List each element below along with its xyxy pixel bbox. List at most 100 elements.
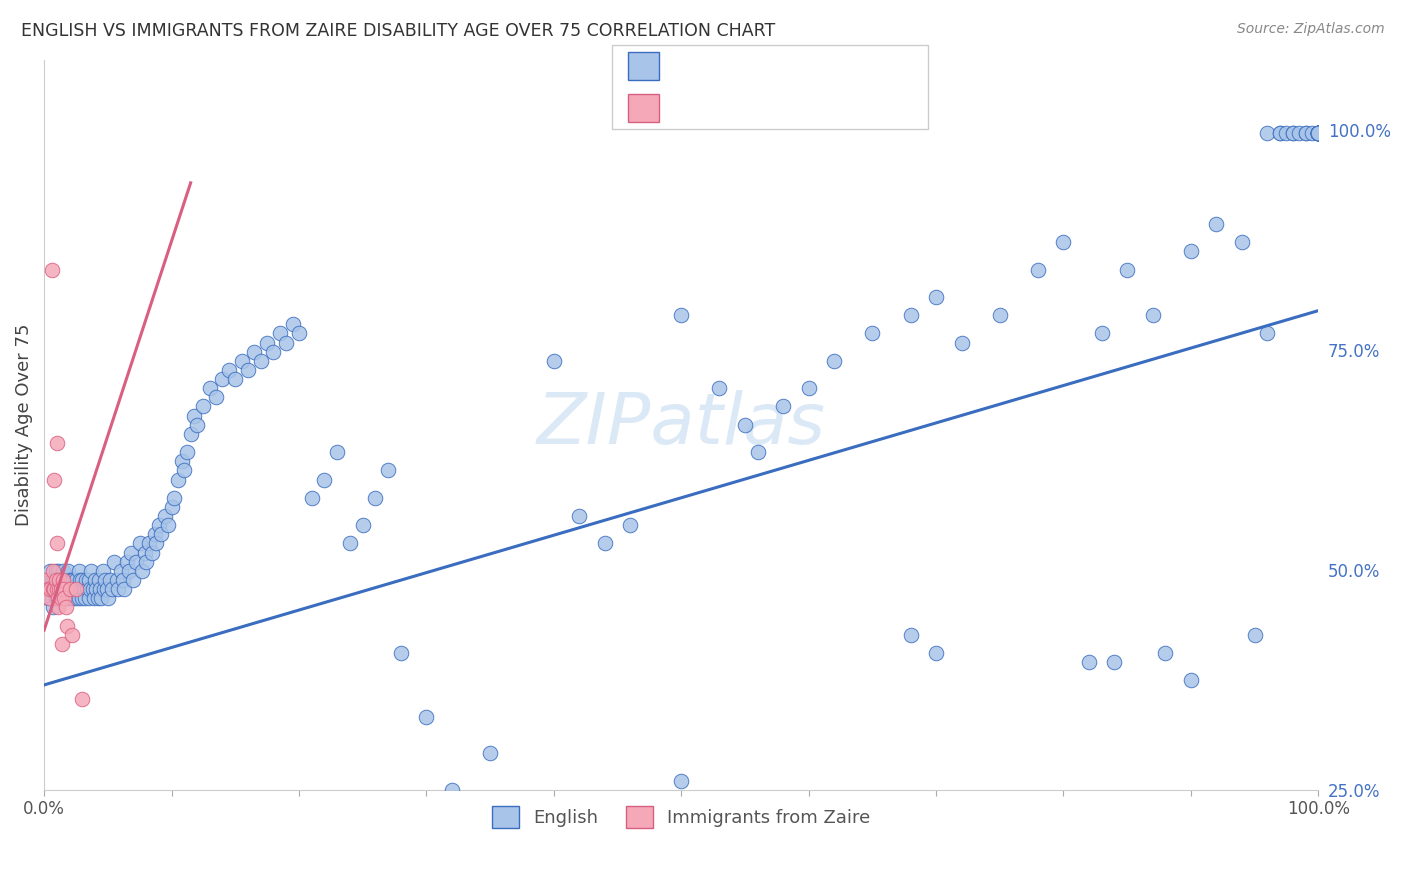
- Point: [49, 573, 72, 587]
- Point: [49, 582, 72, 596]
- Point: [186, 417, 208, 432]
- Point: [125, 555, 148, 569]
- Point: [1091, 326, 1114, 341]
- Point: [44, 573, 66, 587]
- Point: [49, 582, 72, 596]
- Point: [45, 582, 67, 596]
- Point: [100, 582, 122, 596]
- Point: [89, 582, 111, 596]
- Point: [62, 573, 84, 587]
- Point: [87, 573, 110, 587]
- Point: [42, 600, 65, 615]
- Point: [1243, 628, 1265, 642]
- Point: [65, 591, 87, 606]
- Point: [900, 628, 922, 642]
- Point: [1104, 655, 1126, 669]
- Point: [198, 381, 221, 395]
- Point: [112, 582, 135, 596]
- Point: [669, 773, 692, 788]
- Point: [45, 591, 67, 606]
- Point: [45, 573, 67, 587]
- Point: [218, 363, 240, 377]
- Point: [46, 600, 69, 615]
- Point: [823, 354, 845, 368]
- Point: [145, 536, 167, 550]
- Point: [860, 326, 883, 341]
- Point: [1308, 126, 1330, 140]
- Point: [224, 372, 246, 386]
- Point: [1256, 326, 1278, 341]
- Point: [69, 582, 91, 596]
- Point: [364, 491, 387, 505]
- Point: [314, 473, 336, 487]
- Point: [55, 591, 77, 606]
- Point: [281, 318, 304, 332]
- Point: [138, 536, 160, 550]
- Point: [53, 582, 76, 596]
- Point: [1288, 126, 1310, 140]
- Point: [339, 536, 361, 550]
- Point: [276, 335, 298, 350]
- Point: [65, 582, 87, 596]
- Point: [1308, 126, 1330, 140]
- Point: [86, 591, 108, 606]
- Point: [90, 591, 112, 606]
- Point: [45, 536, 67, 550]
- Point: [1308, 126, 1330, 140]
- Point: [72, 591, 94, 606]
- Point: [593, 536, 616, 550]
- Point: [55, 600, 77, 615]
- Point: [44, 582, 66, 596]
- Point: [39, 582, 62, 596]
- Point: [118, 564, 141, 578]
- Point: [1308, 126, 1330, 140]
- Point: [747, 445, 769, 459]
- Point: [37, 582, 59, 596]
- Point: [180, 426, 202, 441]
- Point: [42, 582, 65, 596]
- Point: [69, 573, 91, 587]
- Point: [170, 454, 193, 468]
- Point: [60, 628, 83, 642]
- Point: [112, 573, 135, 587]
- Point: [67, 591, 90, 606]
- Point: [53, 591, 76, 606]
- Point: [1230, 235, 1253, 250]
- Point: [1116, 262, 1139, 277]
- Point: [52, 564, 75, 578]
- Point: [48, 582, 70, 596]
- Point: [75, 573, 97, 587]
- Point: [44, 473, 66, 487]
- Point: [1281, 126, 1303, 140]
- Point: [1256, 126, 1278, 140]
- Point: [1077, 655, 1099, 669]
- Point: [1268, 126, 1291, 140]
- Point: [72, 573, 94, 587]
- Point: [243, 344, 266, 359]
- Point: [45, 591, 67, 606]
- Point: [76, 582, 98, 596]
- Point: [440, 783, 463, 797]
- Text: ZIPatlas: ZIPatlas: [537, 391, 825, 459]
- Point: [45, 582, 67, 596]
- Point: [1180, 673, 1202, 688]
- Point: [326, 445, 349, 459]
- Point: [925, 290, 948, 304]
- Point: [63, 582, 86, 596]
- Point: [211, 372, 233, 386]
- Point: [42, 582, 65, 596]
- Point: [269, 326, 291, 341]
- Point: [38, 582, 60, 596]
- Point: [91, 564, 114, 578]
- Point: [288, 326, 311, 341]
- Point: [55, 582, 77, 596]
- Point: [62, 591, 84, 606]
- Point: [1281, 126, 1303, 140]
- Point: [120, 545, 142, 559]
- Point: [1301, 126, 1323, 140]
- Point: [543, 354, 565, 368]
- Point: [709, 381, 731, 395]
- Point: [988, 308, 1011, 322]
- Point: [103, 555, 125, 569]
- Point: [52, 591, 75, 606]
